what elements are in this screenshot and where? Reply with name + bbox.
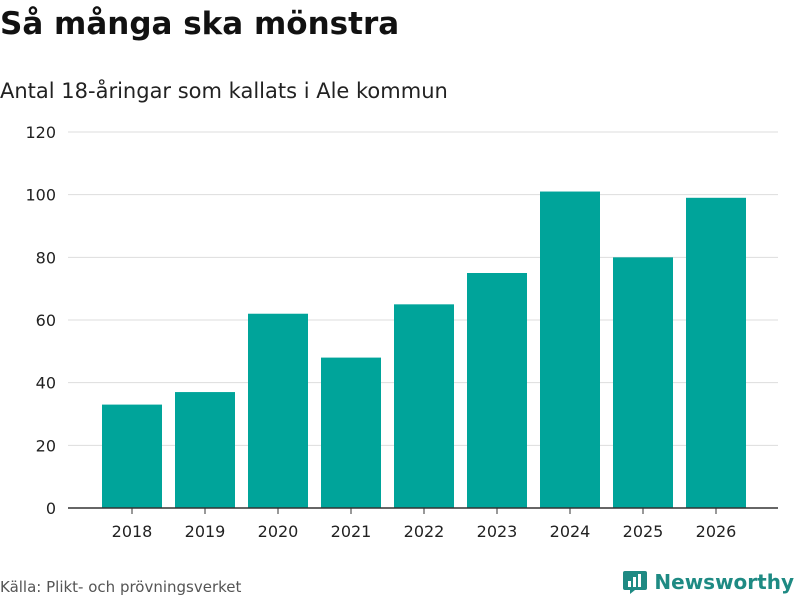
y-tick-label: 100 <box>25 186 56 205</box>
bar-2024 <box>540 191 600 509</box>
bar-chart-logo-icon <box>623 571 648 594</box>
bar-2026 <box>686 197 746 509</box>
bar-2023 <box>467 273 527 508</box>
source-note: Källa: Plikt- och prövningsverket <box>0 578 242 596</box>
bar-2018 <box>102 404 162 508</box>
y-tick-label: 20 <box>36 436 56 455</box>
chart-subtitle: Antal 18-åringar som kallats i Ale kommu… <box>0 79 448 103</box>
x-tick-label: 2022 <box>404 522 445 541</box>
y-tick-label: 60 <box>36 311 56 330</box>
x-tick-label: 2019 <box>185 522 226 541</box>
x-tick-label: 2018 <box>112 522 153 541</box>
y-tick-label: 80 <box>36 248 56 267</box>
bar-2025 <box>613 257 673 508</box>
y-tick-label: 0 <box>46 499 56 518</box>
axes: 0 20 40 60 80 100 120 2018 2019 2020 2021 2022 2023 2… <box>25 123 778 541</box>
bar-2019 <box>175 392 235 508</box>
bars <box>102 191 746 509</box>
brand-name: Newsworthy <box>654 570 794 594</box>
bar-2022 <box>394 304 454 508</box>
y-tick-label: 120 <box>25 123 56 142</box>
bar-2020 <box>248 313 308 508</box>
chart-title: Så många ska mönstra <box>0 6 400 42</box>
x-tick-label: 2025 <box>623 522 664 541</box>
x-tick-label: 2024 <box>550 522 591 541</box>
x-tick-label: 2020 <box>258 522 299 541</box>
x-tick-label: 2023 <box>477 522 518 541</box>
x-tick-label: 2026 <box>696 522 737 541</box>
brand-logo[interactable]: Newsworthy <box>622 569 794 595</box>
bar-2021 <box>321 357 381 508</box>
x-tick-label: 2021 <box>331 522 372 541</box>
y-tick-label: 40 <box>36 374 56 393</box>
